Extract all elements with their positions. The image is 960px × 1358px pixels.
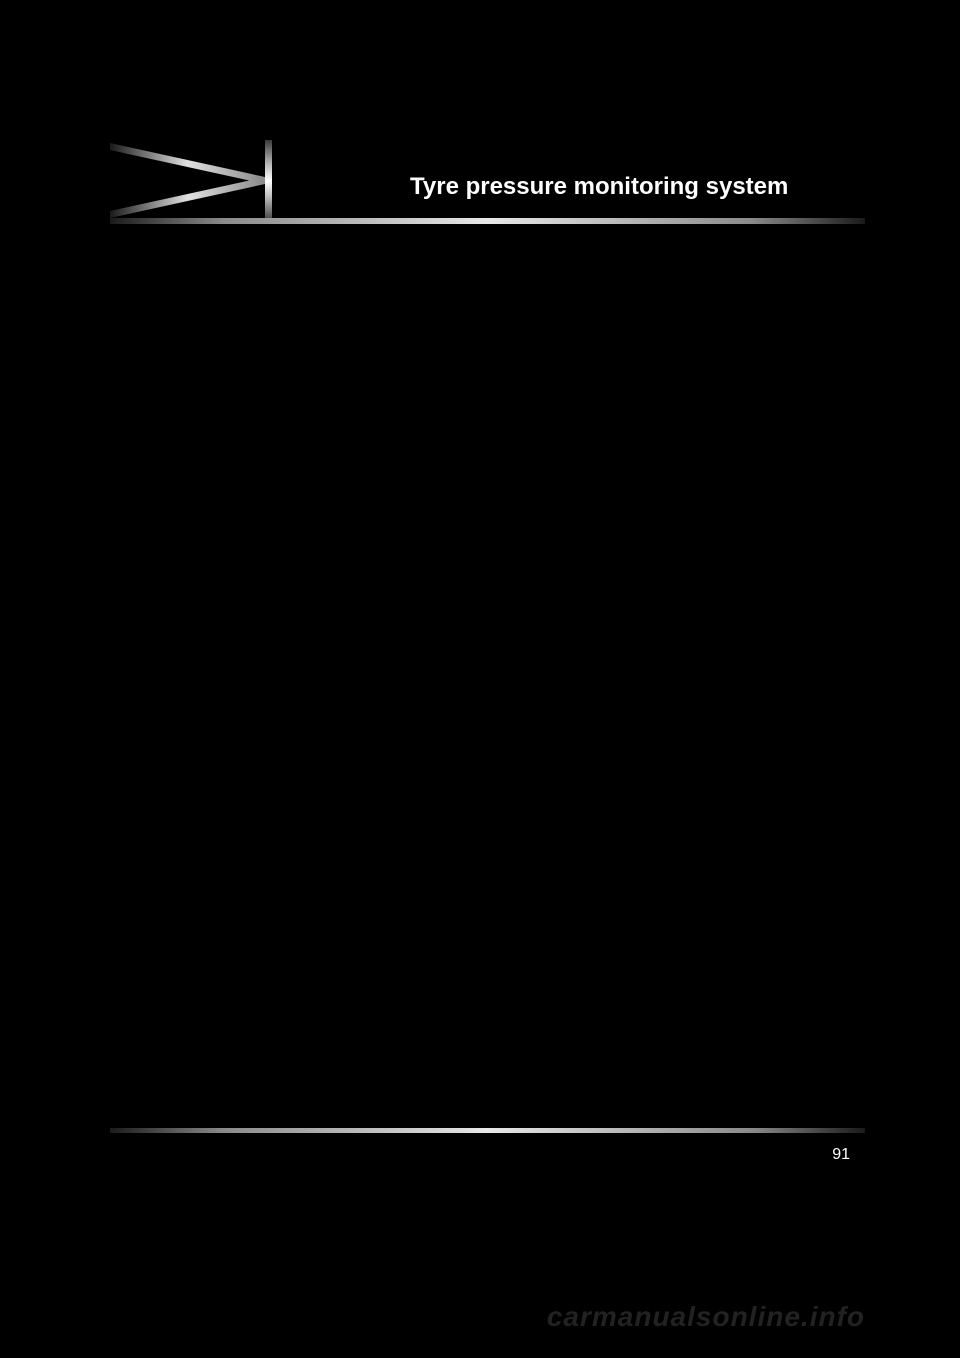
chevron-right-icon: [110, 143, 265, 218]
watermark-text: carmanualsonline.info: [547, 1301, 865, 1333]
footer-line: [110, 1128, 865, 1133]
page-footer: 91: [110, 1128, 865, 1133]
page-number: 91: [832, 1146, 850, 1164]
header-underline: [110, 218, 865, 224]
page-title: Tyre pressure monitoring system: [410, 173, 788, 201]
page-header: Tyre pressure monitoring system: [110, 143, 865, 233]
header-divider: [265, 140, 272, 222]
